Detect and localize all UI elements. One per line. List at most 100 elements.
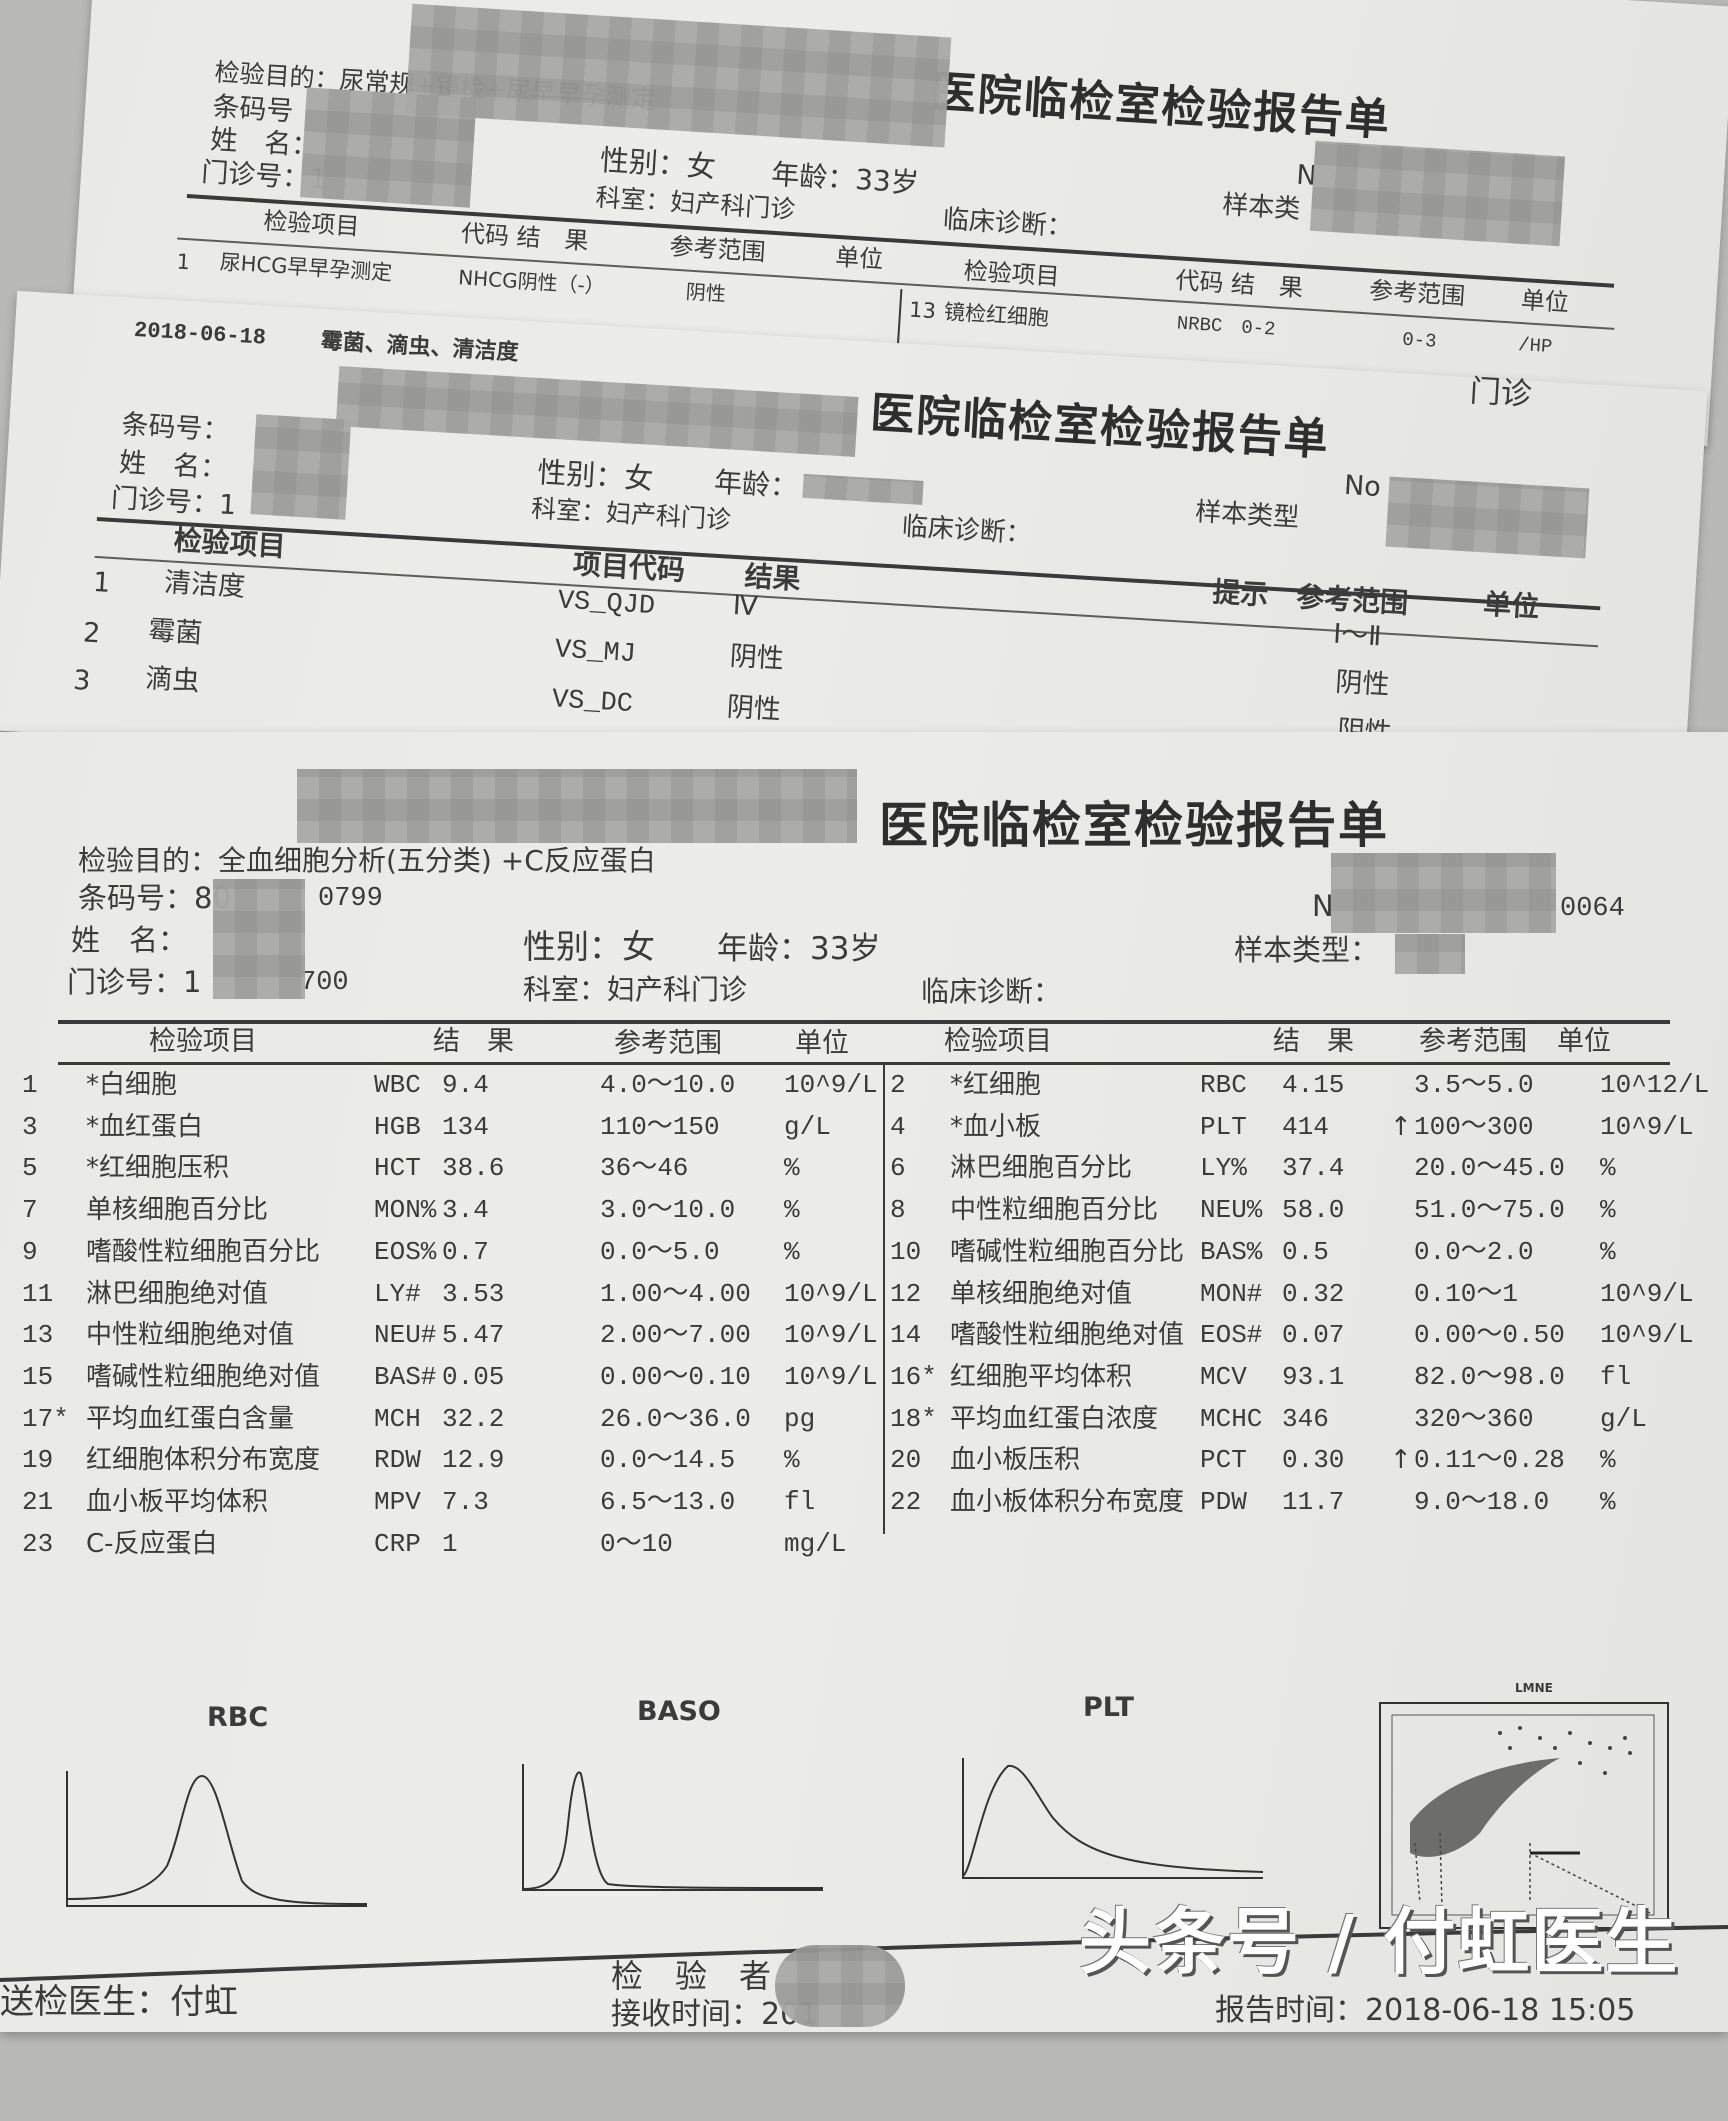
row-num: 16*: [890, 1361, 937, 1392]
row-num: 23: [22, 1528, 54, 1559]
watermark: 头条号 / 付虹医生: [1079, 1900, 1680, 1984]
row-item: 嗜碱性粒细胞绝对值: [86, 1361, 321, 1392]
row-unit: 10^9/L: [784, 1278, 878, 1309]
row-unit: 10^9/L: [1600, 1320, 1694, 1351]
row-value: 93.1: [1282, 1361, 1345, 1392]
row-code: HCT: [374, 1153, 421, 1184]
table-row: 15 嗜碱性粒细胞绝对值 BAS# 0.05 0.00～0.10 10^9/L: [0, 1364, 1728, 1404]
header-range: 参考范围: [614, 1028, 722, 1059]
gender: 性别：女: [523, 927, 655, 966]
header-result-right: 结 果: [1273, 1026, 1354, 1057]
row-range: 6.5～13.0: [600, 1487, 736, 1517]
table-row: 14 嗜酸性粒细胞绝对值 EOS# 0.07 0.00～0.50 10^9/L: [0, 1322, 1728, 1362]
row-item: *血红蛋白: [86, 1111, 204, 1142]
row-value: 12.9: [442, 1445, 505, 1476]
clinical-diagnosis: 临床诊断：: [921, 975, 1062, 1008]
department: 科室：妇产科门诊: [523, 973, 748, 1006]
report-time: 报告时间：2018-06-18 15:05: [1215, 1993, 1636, 2028]
row-code: CRP: [374, 1528, 421, 1559]
baso-histogram-label: BASO: [637, 1696, 721, 1727]
row-code: PCT: [1200, 1445, 1247, 1476]
row-num: 22: [890, 1487, 922, 1517]
table-row: 5 *红细胞压积 HCT 38.6 36～46%: [0, 1155, 1728, 1195]
row-range: 20.0～45.0: [1414, 1153, 1565, 1184]
column-divider: [883, 1064, 885, 1534]
table-row: 19 红细胞体积分布宽度 RDW 12.9 0.0～14.5%: [0, 1447, 1728, 1487]
report-number-label: N: [1312, 889, 1334, 923]
report-sheet-blood: 医院临检室检验报告单 检验目的：全血细胞分析(五分类) +C反应蛋白 条码号：8…: [0, 732, 1728, 2032]
table-row: 9 嗜酸性粒细胞百分比 EOS% 0.7 0.0～5.0%: [0, 1239, 1728, 1279]
row-value: 1: [442, 1528, 458, 1559]
row-range: 82.0～98.0: [1414, 1361, 1565, 1392]
header-result: 结 果: [433, 1026, 514, 1057]
plt-histogram: [962, 1758, 1264, 1879]
redacted-hospital-name: [297, 769, 857, 843]
row-num: 6: [890, 1153, 906, 1184]
row-unit: %: [1600, 1487, 1616, 1517]
row-range: 0.0～14.5: [600, 1445, 736, 1476]
row-value: 0.5: [1282, 1236, 1329, 1267]
row-num: 9: [22, 1236, 38, 1267]
row-item: C-反应蛋白: [86, 1528, 218, 1559]
row-range: 1.00～4.00: [600, 1278, 751, 1309]
row-value: 11.7: [1282, 1487, 1345, 1517]
row-code: PDW: [1200, 1487, 1247, 1517]
row-range: 0.0～5.0: [600, 1236, 720, 1267]
sample-type-label: 样本类型：: [1234, 933, 1380, 967]
row-value: 0.05: [442, 1361, 505, 1392]
table-row: 21 血小板平均体积 MPV 7.3 6.5～13.0 fl: [0, 1489, 1728, 1529]
row-num: 7: [22, 1195, 38, 1226]
table-row: 11 淋巴细胞绝对值 LY# 3.53 1.00～4.00 10^9/L: [0, 1281, 1728, 1321]
row-value: 0.07: [1282, 1320, 1345, 1351]
row-item: *白细胞: [86, 1070, 178, 1100]
row-item: 嗜酸性粒细胞绝对值: [950, 1320, 1185, 1351]
row-num: 15: [22, 1361, 54, 1392]
row-value: 7.3: [442, 1487, 489, 1517]
row-flag: ↑: [1390, 1111, 1412, 1142]
rbc-histogram: [66, 1771, 368, 1907]
redacted-patient-info: [213, 879, 305, 999]
row-code: EOS#: [1200, 1320, 1263, 1351]
row-unit: pg: [784, 1403, 816, 1434]
row-unit: g/L: [784, 1111, 831, 1142]
table-row: 6 淋巴细胞百分比 LY% 37.4 20.0～45.0%: [0, 1155, 1728, 1195]
row-item: 红细胞平均体积: [950, 1361, 1133, 1392]
table-row: 16* 红细胞平均体积 MCV 93.1 82.0～98.0 fl: [0, 1364, 1728, 1404]
row-num: 21: [22, 1487, 54, 1517]
table-row: 7 单核细胞百分比 MON% 3.4 3.0～10.0%: [0, 1197, 1728, 1237]
row-value: 134: [442, 1111, 489, 1142]
table-row: 18* 平均血红蛋白浓度 MCHC 346 320～360 g/L: [0, 1406, 1728, 1446]
header-unit: 单位: [795, 1028, 849, 1059]
row-code: EOS%: [374, 1236, 437, 1267]
row-num: 10: [890, 1236, 922, 1267]
row-range: 4.0～10.0: [600, 1070, 736, 1100]
row-code: WBC: [374, 1070, 421, 1100]
row-unit: g/L: [1600, 1403, 1647, 1434]
rbc-histogram-label: RBC: [207, 1702, 269, 1733]
row-range: 2.00～7.00: [600, 1320, 751, 1351]
row-value: 0.32: [1282, 1278, 1345, 1309]
divider: [58, 1062, 1670, 1065]
row-code: BAS#: [374, 1361, 437, 1392]
row-value: 3.53: [442, 1278, 505, 1309]
table-row: 22 血小板体积分布宽度 PDW 11.7 9.0～18.0%: [0, 1489, 1728, 1529]
row-code: PLT: [1200, 1111, 1247, 1142]
row-num: 8: [890, 1195, 906, 1226]
report-number-tail: 0064: [1560, 894, 1625, 924]
row-unit: %: [784, 1195, 800, 1226]
row-unit: 10^9/L: [784, 1361, 878, 1392]
row-unit: %: [1600, 1445, 1616, 1476]
row-code: LY#: [374, 1278, 421, 1309]
row-item: 淋巴细胞绝对值: [86, 1278, 269, 1309]
table-row: 13 中性粒细胞绝对值 NEU# 5.47 2.00～7.00 10^9/L: [0, 1322, 1728, 1362]
referring-doctor: 送检医生：付虹: [0, 1982, 238, 2022]
row-item: 嗜碱性粒细胞百分比: [950, 1236, 1185, 1267]
table-row: 3 *血红蛋白 HGB 134 110～150 g/L: [0, 1114, 1728, 1154]
scatter-plot-label: LMNE: [1515, 1681, 1553, 1695]
row-item: 中性粒细胞绝对值: [86, 1320, 295, 1351]
row-range: 36～46: [600, 1153, 689, 1184]
row-code: MON#: [1200, 1278, 1263, 1309]
row-value: 4.15: [1282, 1070, 1345, 1100]
row-value: 9.4: [442, 1070, 489, 1100]
table-row: 10 嗜碱性粒细胞百分比 BAS% 0.5 0.0～2.0%: [0, 1239, 1728, 1279]
